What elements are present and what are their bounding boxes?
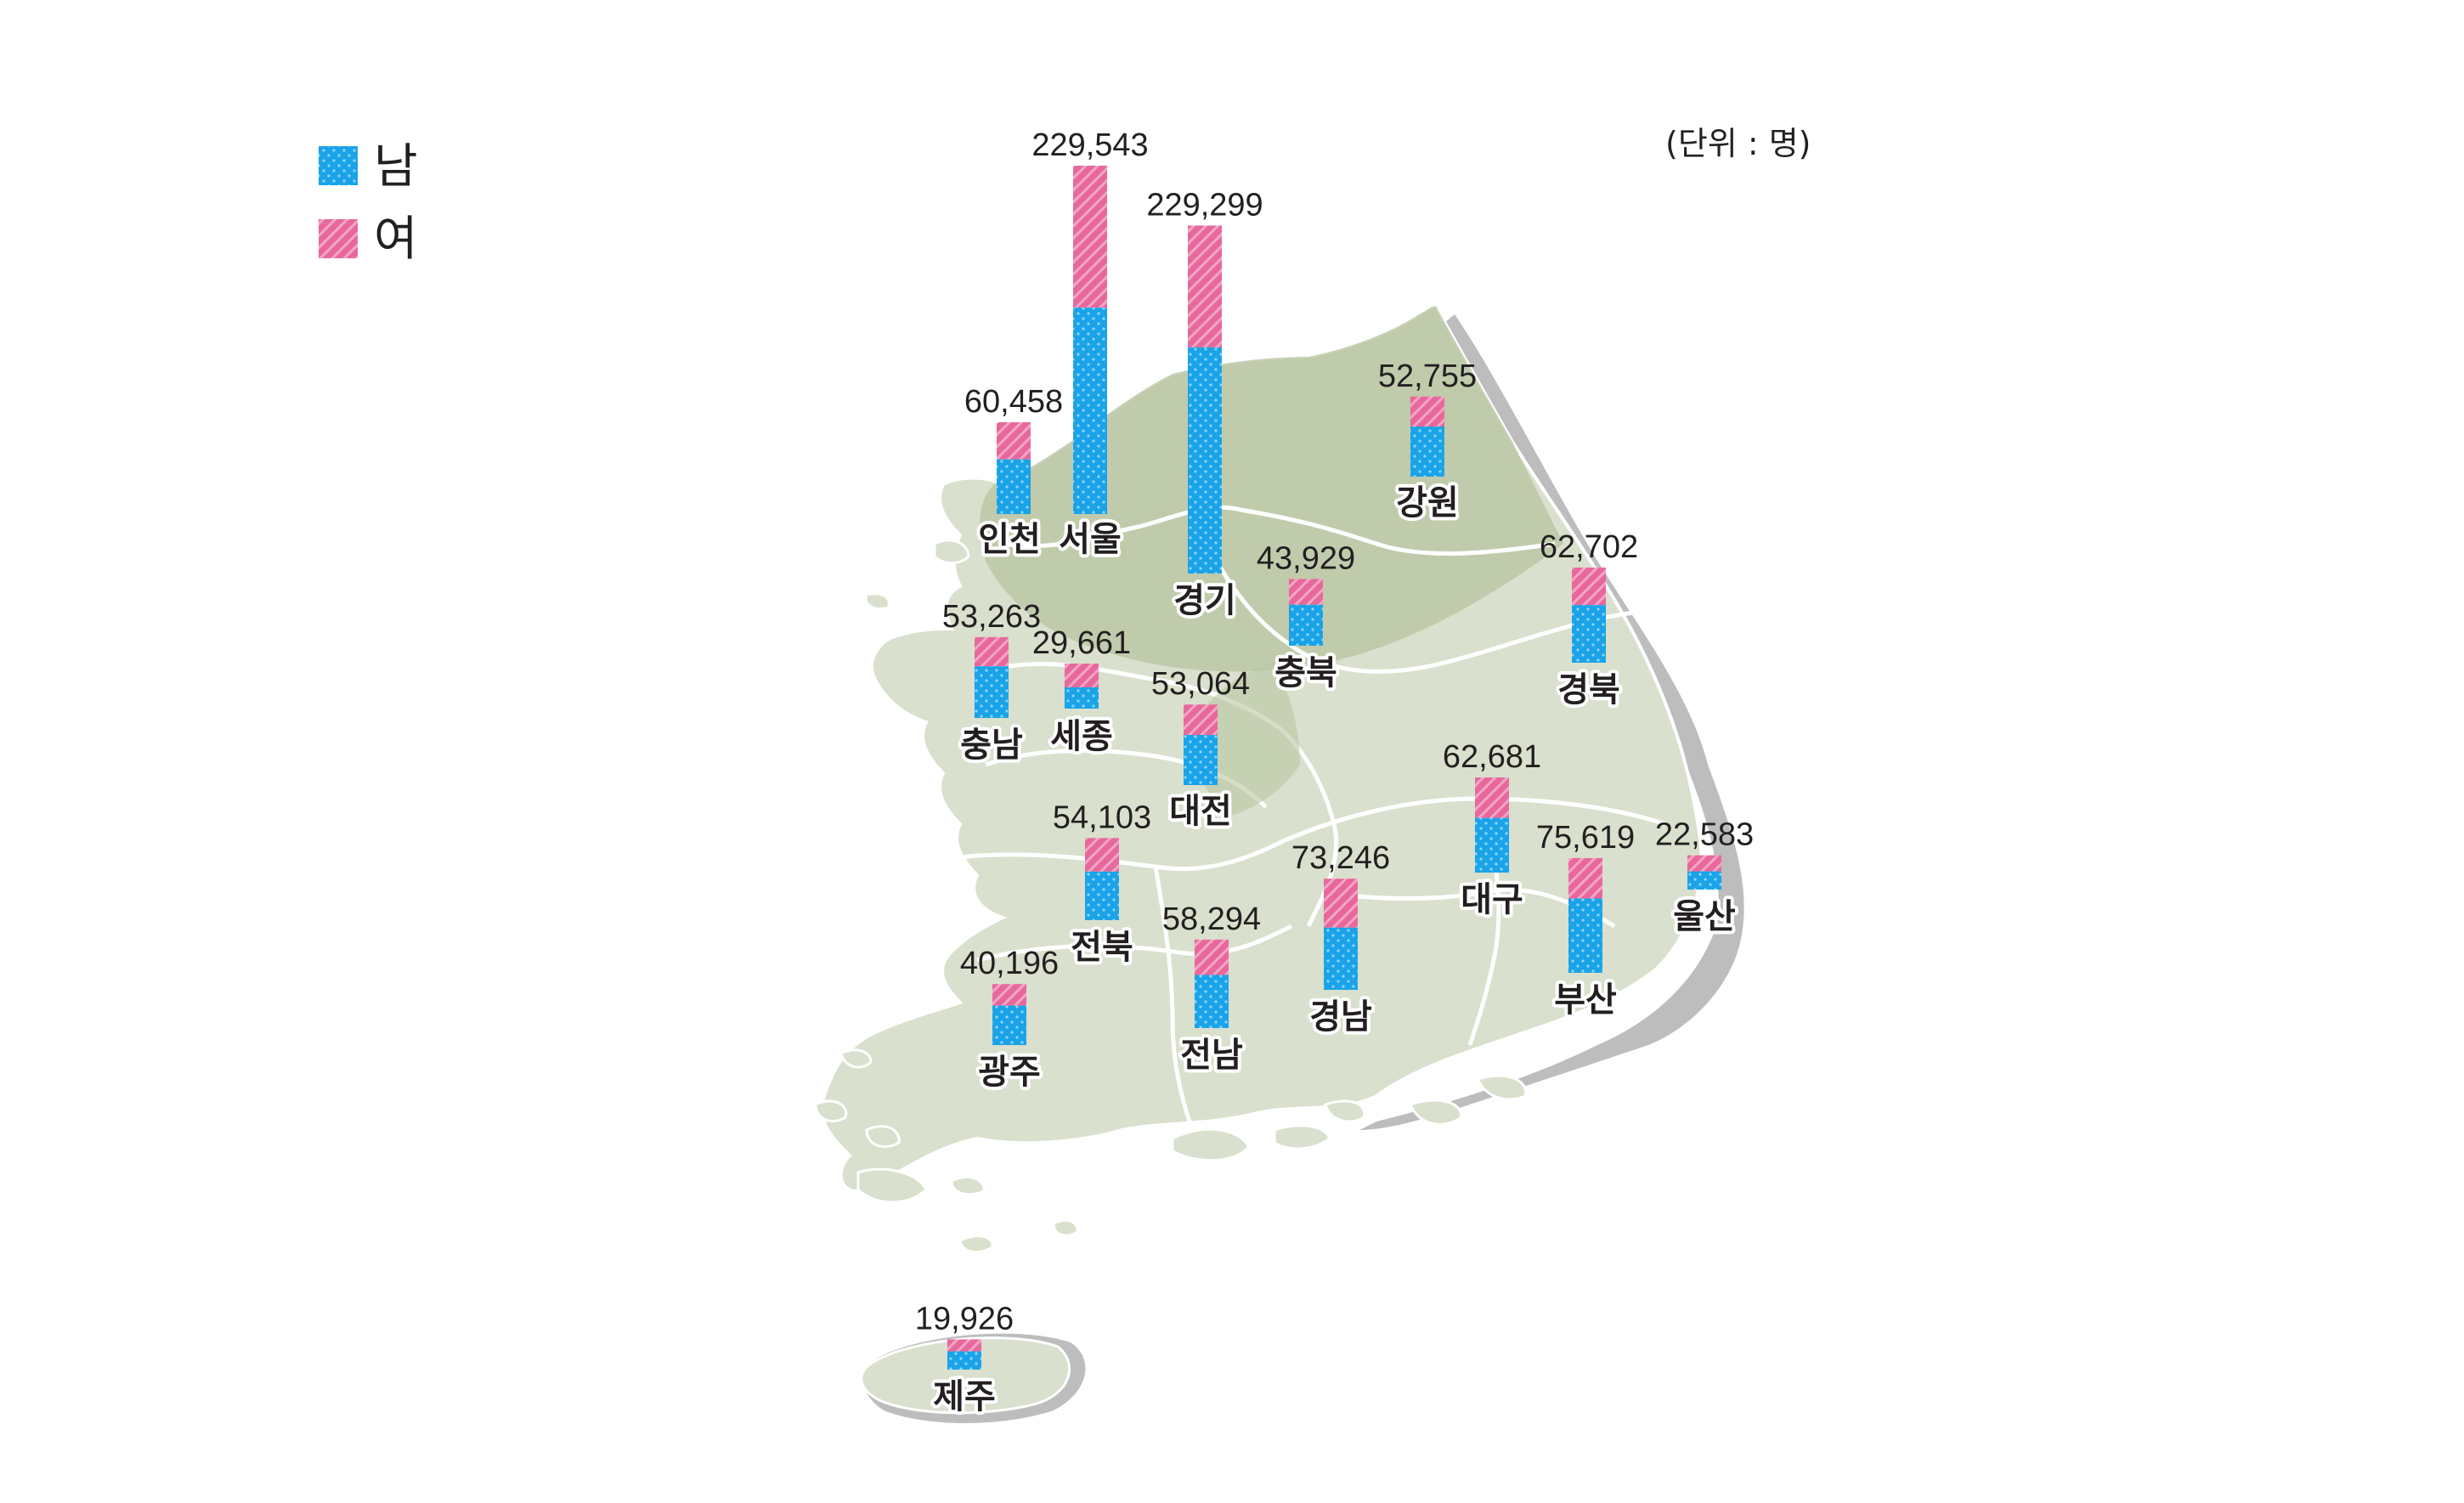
bar-group-region-12: 75,619 부산 [1536, 820, 1635, 1023]
legend-label-male: 남 [374, 139, 418, 195]
total-label-region-8: 53,064 [1151, 666, 1250, 702]
bar-male-region-1 [1188, 347, 1222, 574]
region-label-region-6: 충남 [960, 726, 1023, 765]
bar-group-region-11: 73,246 경남 [1291, 840, 1390, 1040]
region-label-region-3: 강원 [1396, 483, 1459, 523]
bar-group-region-14: 58,294 전남 [1162, 901, 1261, 1078]
bar-female-region-14 [1195, 939, 1229, 975]
bar-male-region-7 [1065, 687, 1099, 709]
total-label-region-5: 62,702 [1540, 529, 1638, 565]
region-label-region-12: 부산 [1554, 980, 1617, 1020]
bar-female-region-7 [1065, 664, 1099, 687]
total-label-region-16: 19,926 [915, 1301, 1014, 1336]
region-label-region-2: 인천 [978, 520, 1041, 559]
bar-male-region-6 [975, 666, 1009, 718]
legend-swatch-male [319, 146, 358, 185]
bar-group-region-3: 52,755 강원 [1378, 359, 1477, 526]
bar-female-region-8 [1184, 704, 1218, 736]
bar-group-region-6: 53,263 충남 [942, 599, 1041, 768]
total-label-region-1: 229,299 [1146, 187, 1263, 223]
total-label-region-6: 53,263 [942, 599, 1041, 635]
total-label-region-11: 73,246 [1291, 840, 1390, 876]
bar-male-region-9 [1475, 817, 1509, 873]
bar-male-region-4 [1289, 604, 1323, 646]
bar-female-region-0 [1073, 166, 1107, 308]
bar-group-region-10: 54,103 전북 [1053, 800, 1151, 970]
total-label-region-4: 43,929 [1257, 541, 1355, 577]
legend: 남 여 [319, 139, 418, 267]
bar-female-region-3 [1410, 396, 1444, 427]
bar-male-region-12 [1568, 898, 1602, 973]
legend-label-female: 여 [374, 212, 418, 267]
bar-male-region-14 [1195, 975, 1229, 1028]
bar-male-region-5 [1572, 605, 1606, 663]
bar-group-region-5: 62,702 경북 [1540, 529, 1638, 713]
bar-female-region-12 [1568, 857, 1602, 899]
bar-male-region-8 [1184, 735, 1218, 785]
total-label-region-14: 58,294 [1162, 901, 1261, 937]
region-label-region-8: 대전 [1169, 792, 1232, 831]
bar-female-region-13 [1687, 855, 1721, 872]
bar-group-region-16: 19,926 제주 [915, 1301, 1014, 1420]
bar-female-region-10 [1085, 838, 1119, 872]
region-label-region-13: 울산 [1673, 897, 1736, 936]
region-label-region-10: 전북 [1071, 928, 1133, 967]
region-label-region-1: 경기 [1173, 581, 1236, 620]
total-label-region-3: 52,755 [1378, 359, 1477, 394]
total-label-region-13: 22,583 [1655, 817, 1754, 853]
total-label-region-9: 62,681 [1443, 739, 1541, 775]
bar-female-region-4 [1289, 579, 1323, 605]
bar-female-region-9 [1475, 777, 1509, 818]
total-label-region-2: 60,458 [964, 384, 1063, 420]
bars-layer: 229,543 서울 229,299 경기 60,458 인천 52,755 강원 43,929… [915, 127, 1754, 1420]
total-label-region-12: 75,619 [1536, 820, 1635, 856]
region-label-region-15: 광주 [978, 1053, 1041, 1092]
map-islands [814, 1048, 1527, 1415]
bar-female-region-1 [1188, 225, 1222, 347]
bar-female-region-5 [1572, 568, 1606, 606]
bar-group-region-1: 229,299 경기 [1146, 187, 1263, 624]
bar-male-region-10 [1085, 871, 1119, 920]
bar-group-region-15: 40,196 광주 [960, 946, 1059, 1095]
total-label-region-0: 229,543 [1031, 127, 1148, 163]
bar-female-region-2 [997, 422, 1031, 460]
region-label-region-7: 세종 [1050, 717, 1113, 756]
total-label-region-15: 40,196 [960, 946, 1059, 981]
unit-label: (단위 : 명) [1665, 125, 1811, 162]
region-label-region-5: 경북 [1557, 670, 1620, 709]
bar-group-region-0: 229,543 서울 [1031, 127, 1148, 562]
bar-group-region-4: 43,929 충북 [1257, 541, 1355, 696]
bar-male-region-16 [947, 1351, 981, 1370]
bar-female-region-11 [1324, 879, 1358, 928]
bar-group-region-13: 22,583 울산 [1655, 817, 1754, 940]
bar-group-region-7: 29,661 세종 [1032, 625, 1131, 760]
bar-group-region-9: 62,681 대구 [1443, 739, 1541, 923]
region-label-region-16: 제주 [933, 1377, 996, 1416]
region-label-region-11: 경남 [1309, 997, 1372, 1037]
bar-male-region-15 [992, 1005, 1026, 1045]
bar-male-region-3 [1410, 427, 1444, 477]
bar-male-region-11 [1324, 927, 1358, 990]
total-label-region-10: 54,103 [1053, 800, 1151, 835]
map-mainland [820, 302, 1704, 1193]
legend-swatch-female [319, 219, 358, 258]
bar-group-region-2: 60,458 인천 [964, 384, 1063, 562]
bar-female-region-16 [947, 1339, 981, 1352]
bar-male-region-2 [997, 459, 1031, 514]
bar-female-region-15 [992, 984, 1026, 1006]
bar-female-region-6 [975, 636, 1009, 667]
total-label-region-7: 29,661 [1032, 625, 1131, 661]
bar-male-region-13 [1687, 871, 1721, 890]
bar-group-region-8: 53,064 대전 [1151, 666, 1250, 834]
region-label-region-14: 전남 [1180, 1036, 1243, 1075]
bar-male-region-0 [1073, 308, 1107, 514]
region-label-region-0: 서울 [1059, 520, 1122, 559]
region-label-region-9: 대구 [1461, 880, 1523, 919]
region-label-region-4: 충북 [1274, 653, 1337, 692]
